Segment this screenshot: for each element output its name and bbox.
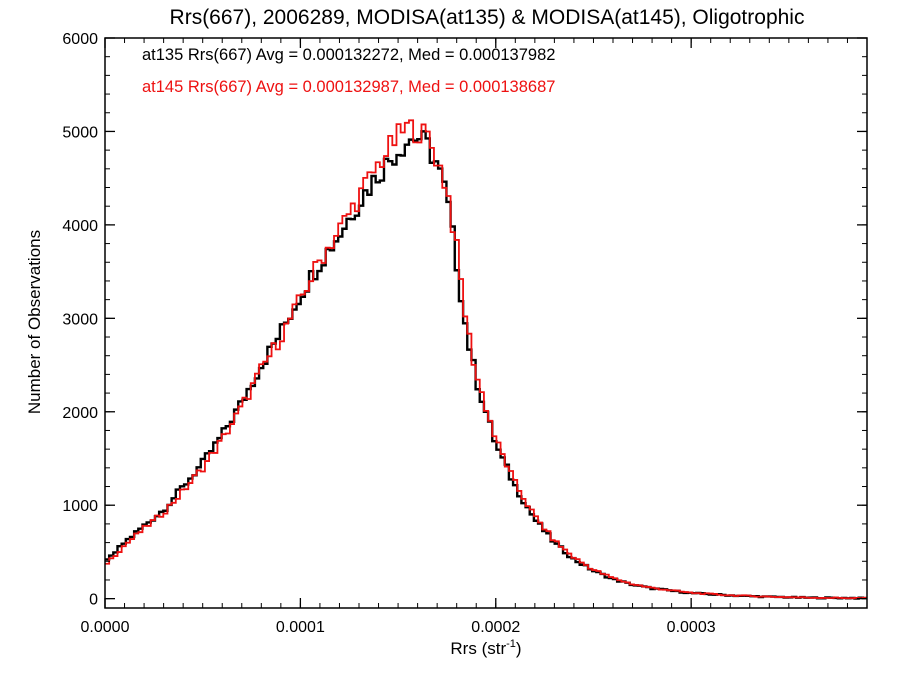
x-tick-label: 0.0003 <box>667 619 716 636</box>
x-tick-label: 0.0000 <box>81 619 130 636</box>
plot-frame <box>104 37 868 609</box>
x-axis-label-close: ) <box>516 639 522 658</box>
axes-ticks: 0.0000 0.0001 0.0002 0.0003 0 1000 2000 3000 400… <box>62 31 868 636</box>
y-tick-label: 1000 <box>62 498 98 515</box>
legend-entry-at145: at145 Rrs(667) Avg = 0.000132987, Med = … <box>142 78 555 96</box>
x-tick-label: 0.0002 <box>471 619 520 636</box>
series-at135-line <box>105 130 867 600</box>
x-axis-label: Rrs (str-1) <box>450 638 521 658</box>
y-tick-label: 5000 <box>62 124 98 141</box>
series-at145-line <box>105 119 867 600</box>
y-tick-label: 6000 <box>62 31 98 48</box>
y-tick-label: 2000 <box>62 405 98 422</box>
chart-title: Rrs(667), 2006289, MODISA(at135) & MODIS… <box>170 6 805 29</box>
y-tick-label: 0 <box>89 592 98 609</box>
y-axis-label: Number of Observations <box>25 230 44 414</box>
legend-entry-at135: at135 Rrs(667) Avg = 0.000132272, Med = … <box>142 46 555 64</box>
x-axis-label-main: Rrs (str <box>450 639 506 658</box>
plot-area <box>105 119 867 600</box>
y-tick-label: 3000 <box>62 311 98 328</box>
y-tick-label: 4000 <box>62 218 98 235</box>
x-axis-label-exponent: -1 <box>506 638 516 650</box>
x-tick-label: 0.0001 <box>276 619 325 636</box>
